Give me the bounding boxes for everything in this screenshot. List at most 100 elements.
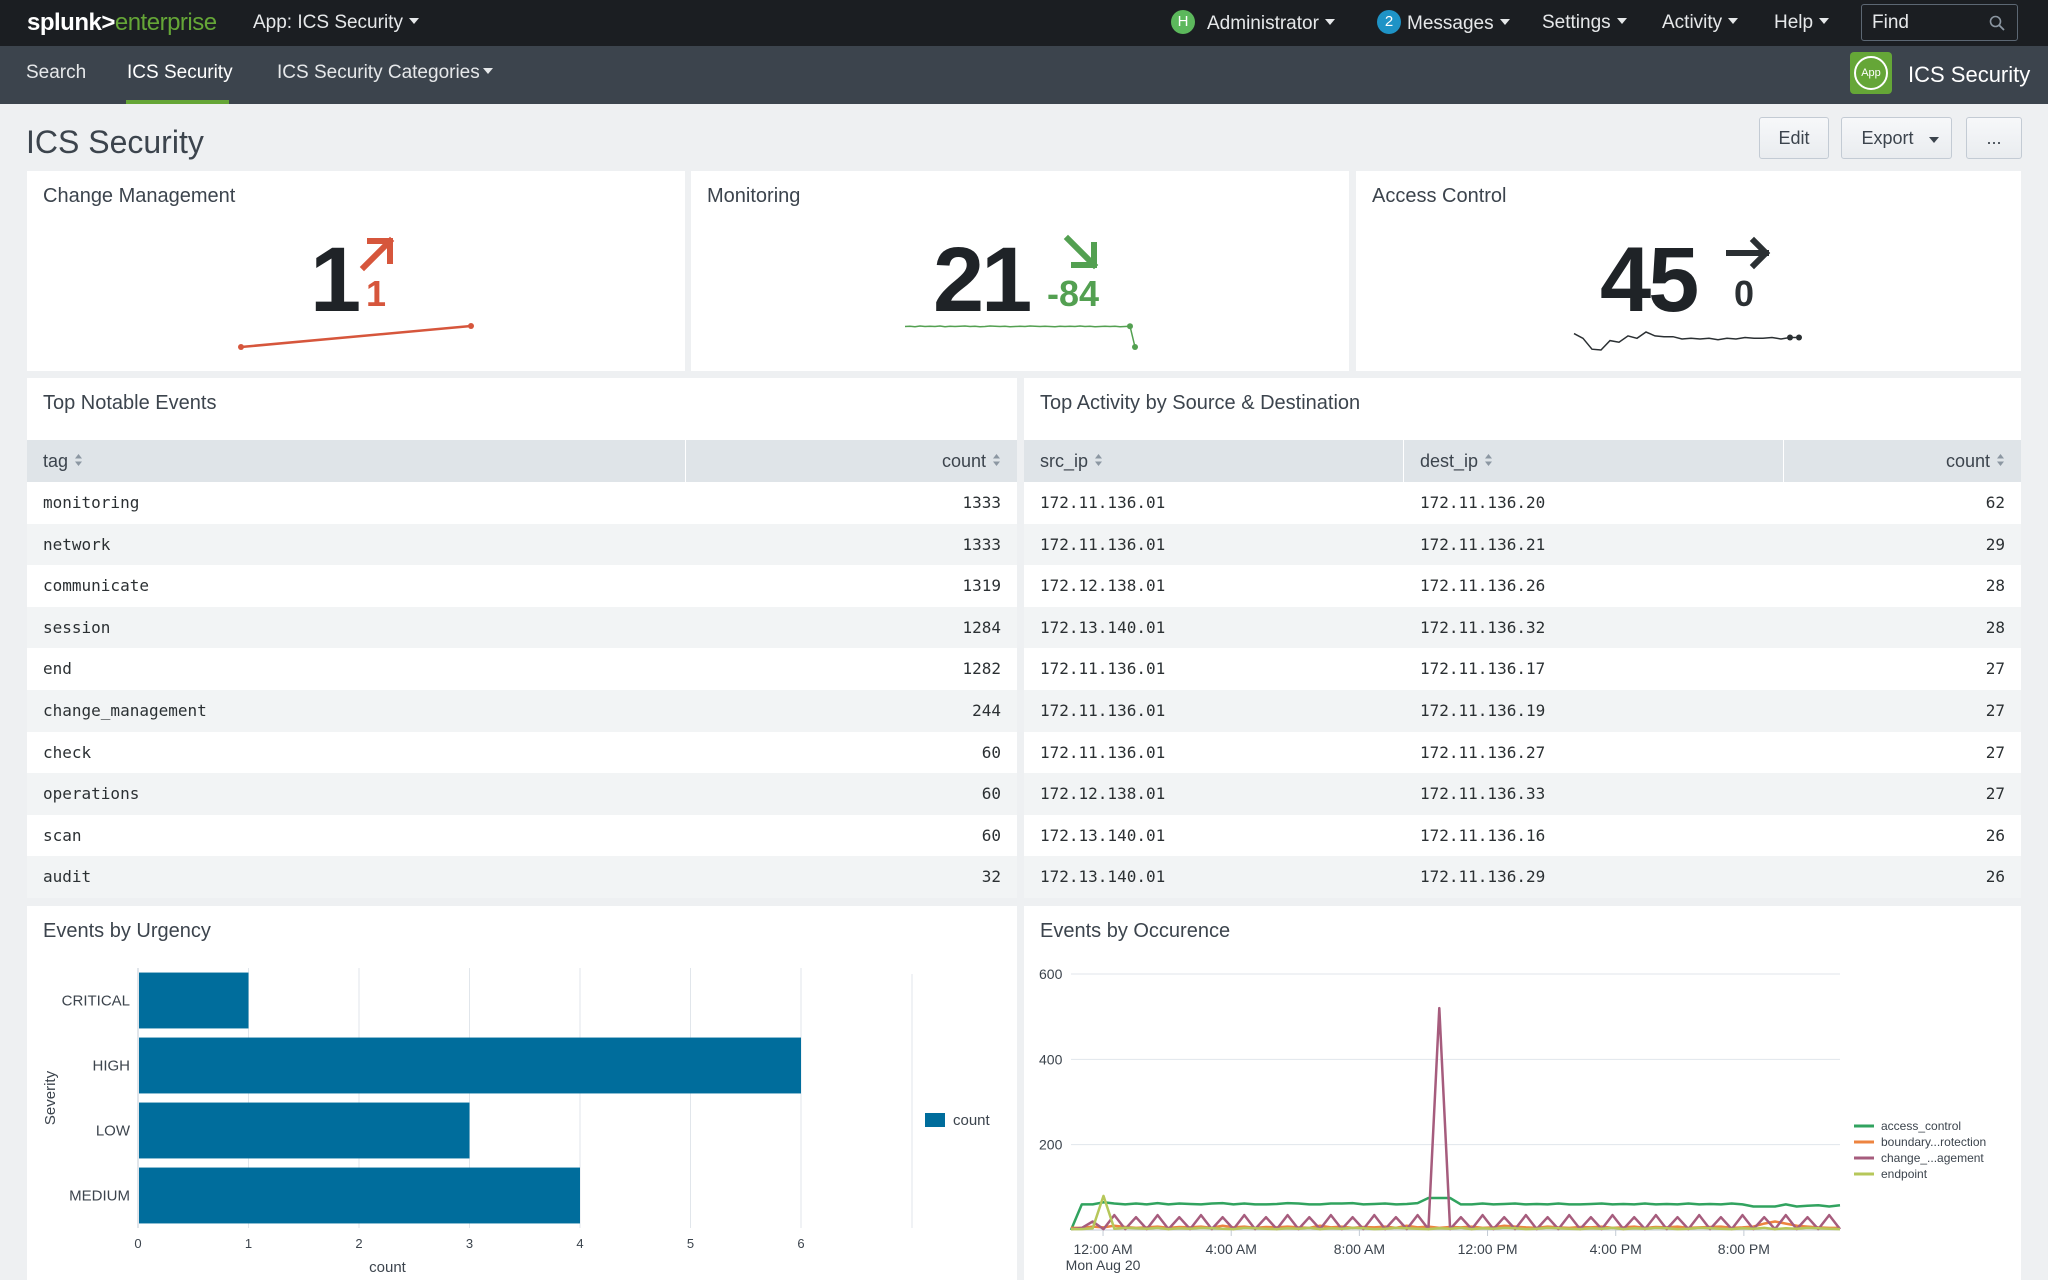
messages-menu[interactable]: 2 Messages: [1377, 10, 1510, 36]
bar-critical[interactable]: [139, 972, 249, 1029]
user-menu[interactable]: H Administrator: [1171, 10, 1335, 36]
x-tick-label: 4:00 PM: [1590, 1241, 1642, 1257]
table-row[interactable]: 172.11.136.01 172.11.136.17 27: [1024, 648, 2021, 690]
column-header-dest-ip[interactable]: dest_ip: [1420, 440, 1493, 482]
x-tick-label: 0: [134, 1236, 141, 1251]
help-menu-label: Help: [1774, 12, 1814, 33]
cell-src-ip: 172.13.140.01: [1040, 867, 1166, 887]
x-axis-label: count: [369, 1259, 407, 1276]
settings-menu[interactable]: Settings: [1542, 12, 1627, 34]
cell-dest-ip: 172.11.136.29: [1420, 867, 1546, 887]
panel-title: Events by Urgency: [43, 920, 211, 942]
find-input[interactable]: [1872, 11, 1982, 35]
active-tab-indicator: [126, 100, 229, 104]
top-notable-events-panel: Top Notable Events tag count monitoring 1…: [27, 378, 1017, 898]
nav-ics-security[interactable]: ICS Security: [127, 62, 233, 83]
table-row[interactable]: 172.11.136.01 172.11.136.27 27: [1024, 731, 2021, 774]
cell-dest-ip: 172.11.136.26: [1420, 576, 1546, 596]
table-row[interactable]: 172.13.140.01 172.11.136.16 26: [1024, 814, 2021, 857]
x-tick-label: 12:00 AM: [1073, 1241, 1132, 1257]
cell-count: 27: [1985, 784, 2005, 804]
column-divider: [685, 440, 686, 482]
app-bar: Search ICS Security ICS Security Categor…: [0, 46, 2048, 104]
cell-tag: operations: [43, 784, 140, 804]
change-management-panel: Change Management 1 1: [27, 171, 685, 371]
table-row[interactable]: end 1282: [27, 648, 1017, 690]
sparkline-point: [468, 323, 474, 329]
cell-count: 1333: [962, 534, 1001, 554]
single-value-delta: 1: [366, 273, 387, 314]
legend-label[interactable]: boundary...rotection: [1881, 1135, 1986, 1149]
legend-label[interactable]: change_...agement: [1881, 1151, 1984, 1165]
column-header-tag[interactable]: tag: [43, 440, 83, 482]
table-row[interactable]: check 60: [27, 731, 1017, 774]
column-header-src-ip[interactable]: src_ip: [1040, 440, 1103, 482]
bar-medium[interactable]: [139, 1167, 580, 1224]
top-bar: splunk>enterprise App: ICS Security H Adm…: [0, 0, 2048, 46]
cell-count: 26: [1985, 825, 2005, 845]
cell-dest-ip: 172.11.136.21: [1420, 534, 1546, 554]
y-tick-label: LOW: [96, 1123, 131, 1140]
chevron-down-icon: [1728, 17, 1739, 24]
series-line-3[interactable]: [1071, 1194, 1841, 1231]
legend-label[interactable]: count: [953, 1112, 991, 1129]
cell-tag: network: [43, 534, 111, 554]
search-icon[interactable]: [1989, 15, 2005, 31]
table-row[interactable]: 172.11.136.01 172.11.136.20 62: [1024, 482, 2021, 524]
top-activity-panel: Top Activity by Source & Destination src…: [1024, 378, 2021, 898]
table-row[interactable]: audit 32: [27, 856, 1017, 898]
table-row[interactable]: session 1284: [27, 606, 1017, 649]
series-line-2[interactable]: [1070, 1006, 1841, 1231]
sparkline-point: [1132, 344, 1138, 350]
help-menu[interactable]: Help: [1774, 12, 1830, 34]
edit-button[interactable]: Edit: [1759, 117, 1829, 159]
bar-high[interactable]: [139, 1037, 801, 1094]
app-menu[interactable]: App: ICS Security: [253, 12, 419, 34]
splunk-logo[interactable]: splunk>enterprise: [27, 9, 217, 37]
app-title: ICS Security: [1908, 62, 2031, 87]
export-button[interactable]: Export: [1841, 117, 1952, 159]
logo-sub-text: enterprise: [114, 9, 217, 36]
table-row[interactable]: operations 60: [27, 773, 1017, 815]
nav-search[interactable]: Search: [26, 62, 87, 83]
column-header-count[interactable]: count: [1946, 440, 2005, 482]
table-row[interactable]: network 1333: [27, 523, 1017, 566]
occurence-line-chart: 200 400 600 12:00 AM 4:00 AM 8:00 AM 12:00 PM 4…: [1039, 966, 1986, 1273]
table-row[interactable]: 172.13.140.01 172.11.136.29 26: [1024, 856, 2021, 898]
table-row[interactable]: communicate 1319: [27, 565, 1017, 607]
table-row[interactable]: 172.12.138.01 172.11.136.26 28: [1024, 565, 2021, 607]
cell-count: 62: [1985, 493, 2005, 512]
more-actions-button[interactable]: ...: [1966, 117, 2022, 159]
column-header-label: src_ip: [1040, 451, 1089, 471]
panel-title: Top Activity by Source & Destination: [1040, 392, 1361, 414]
table-row[interactable]: 172.12.138.01 172.11.136.33 27: [1024, 773, 2021, 815]
cell-src-ip: 172.12.138.01: [1040, 576, 1166, 596]
series-line-0[interactable]: [1069, 1196, 1841, 1231]
table-row[interactable]: change_management 244: [27, 690, 1017, 732]
column-divider: [1783, 440, 1784, 482]
x-tick-sublabel: Mon Aug 20: [1066, 1257, 1141, 1273]
table-row[interactable]: scan 60: [27, 814, 1017, 857]
column-header-label: count: [1945, 451, 1990, 471]
panel-title: Events by Occurence: [1040, 920, 1231, 942]
table-row[interactable]: 172.11.136.01 172.11.136.19 27: [1024, 690, 2021, 732]
legend-label[interactable]: access_control: [1881, 1119, 1961, 1133]
table-row[interactable]: monitoring 1333: [27, 482, 1017, 524]
activity-menu-label: Activity: [1662, 12, 1723, 33]
cell-count: 1282: [962, 659, 1001, 679]
cell-tag: end: [43, 659, 72, 679]
nav-ics-security-categories[interactable]: ICS Security Categories: [277, 62, 493, 84]
legend-label[interactable]: endpoint: [1881, 1167, 1928, 1181]
sort-icon: [1095, 454, 1103, 467]
activity-menu[interactable]: Activity: [1662, 12, 1739, 34]
cell-dest-ip: 172.11.136.17: [1420, 659, 1546, 679]
x-tick-label: 1: [245, 1236, 252, 1251]
bar-low[interactable]: [139, 1102, 470, 1159]
cell-src-ip: 172.13.140.01: [1040, 617, 1166, 637]
sort-icon: [1997, 454, 2004, 467]
x-tick-label: 8:00 PM: [1718, 1241, 1770, 1257]
table-row[interactable]: 172.11.136.01 172.11.136.21 29: [1024, 523, 2021, 566]
table-row[interactable]: 172.13.140.01 172.11.136.32 28: [1024, 606, 2021, 649]
legend-swatch: [925, 1113, 945, 1127]
column-header-count[interactable]: count: [942, 440, 1001, 482]
